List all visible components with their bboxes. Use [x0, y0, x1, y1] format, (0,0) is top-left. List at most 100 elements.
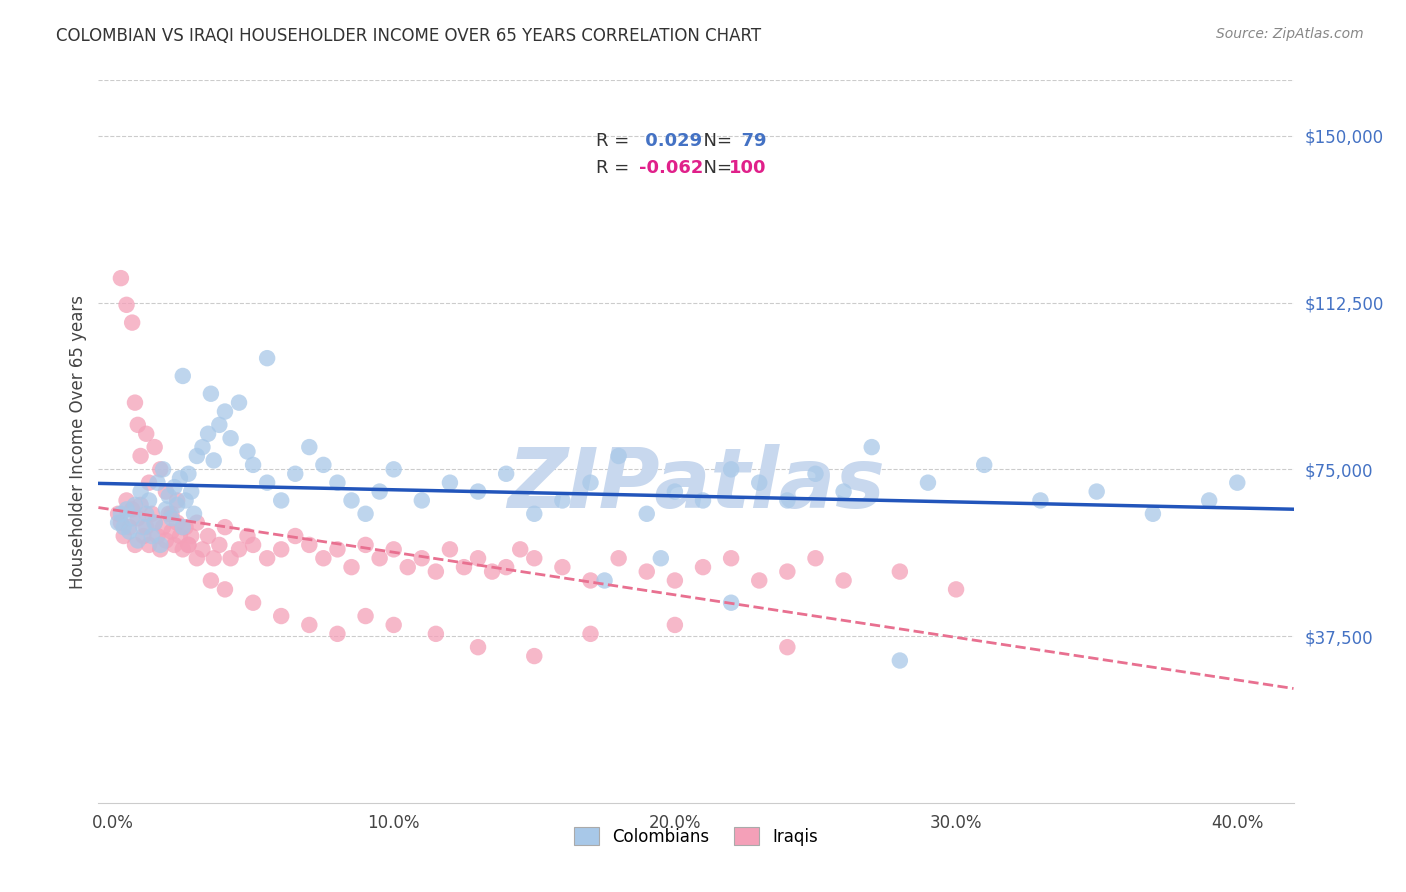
Point — [298, 538, 321, 552]
Point — [889, 653, 911, 667]
Point — [177, 538, 200, 552]
Point — [138, 493, 160, 508]
Text: N=: N= — [692, 132, 738, 150]
Point — [200, 574, 222, 588]
Point — [149, 542, 172, 557]
Point — [382, 462, 405, 476]
Point — [312, 458, 335, 472]
Point — [889, 565, 911, 579]
Point — [118, 520, 141, 534]
Point — [467, 484, 489, 499]
Point — [1085, 484, 1108, 499]
Point — [202, 453, 225, 467]
Point — [579, 627, 602, 641]
Point — [607, 449, 630, 463]
Point — [720, 462, 742, 476]
Point — [115, 502, 138, 516]
Point — [141, 529, 163, 543]
Point — [720, 551, 742, 566]
Point — [141, 507, 163, 521]
Point — [326, 627, 349, 641]
Point — [1142, 507, 1164, 521]
Point — [776, 640, 799, 655]
Point — [650, 551, 672, 566]
Text: R =: R = — [596, 160, 636, 178]
Point — [917, 475, 939, 490]
Point — [138, 475, 160, 490]
Text: N=: N= — [692, 160, 738, 178]
Point — [219, 431, 242, 445]
Point — [256, 551, 278, 566]
Point — [143, 516, 166, 530]
Point — [160, 507, 183, 521]
Point — [312, 551, 335, 566]
Text: R =: R = — [596, 132, 636, 150]
Point — [146, 529, 169, 543]
Point — [138, 538, 160, 552]
Point — [200, 386, 222, 401]
Point — [143, 516, 166, 530]
Point — [579, 475, 602, 490]
Point — [340, 560, 363, 574]
Point — [157, 489, 180, 503]
Text: COLOMBIAN VS IRAQI HOUSEHOLDER INCOME OVER 65 YEARS CORRELATION CHART: COLOMBIAN VS IRAQI HOUSEHOLDER INCOME OV… — [56, 27, 762, 45]
Point — [1029, 493, 1052, 508]
Point — [186, 551, 208, 566]
Point — [110, 271, 132, 285]
Point — [748, 475, 770, 490]
Point — [132, 520, 155, 534]
Point — [425, 565, 447, 579]
Point — [354, 507, 377, 521]
Point — [115, 298, 138, 312]
Point — [177, 467, 200, 481]
Point — [776, 493, 799, 508]
Point — [152, 520, 174, 534]
Point — [112, 520, 135, 534]
Point — [692, 493, 714, 508]
Point — [453, 560, 475, 574]
Point — [340, 493, 363, 508]
Point — [368, 551, 391, 566]
Point — [183, 507, 205, 521]
Point — [298, 618, 321, 632]
Point — [832, 484, 855, 499]
Text: Source: ZipAtlas.com: Source: ZipAtlas.com — [1216, 27, 1364, 41]
Point — [467, 551, 489, 566]
Point — [439, 542, 461, 557]
Point — [166, 493, 188, 508]
Point — [149, 538, 172, 552]
Point — [155, 533, 177, 548]
Point — [174, 493, 197, 508]
Point — [191, 542, 214, 557]
Point — [720, 596, 742, 610]
Point — [172, 368, 194, 383]
Point — [149, 462, 172, 476]
Point — [135, 426, 157, 441]
Point — [177, 538, 200, 552]
Point — [242, 596, 264, 610]
Point — [124, 498, 146, 512]
Point — [135, 520, 157, 534]
Point — [748, 574, 770, 588]
Point — [326, 542, 349, 557]
Point — [270, 609, 292, 624]
Point — [129, 449, 152, 463]
Point — [197, 426, 219, 441]
Point — [860, 440, 883, 454]
Point — [202, 551, 225, 566]
Point — [368, 484, 391, 499]
Point — [180, 484, 202, 499]
Point — [129, 484, 152, 499]
Point — [172, 520, 194, 534]
Point — [1226, 475, 1249, 490]
Point — [127, 417, 149, 432]
Point — [256, 351, 278, 366]
Point — [804, 551, 827, 566]
Point — [135, 507, 157, 521]
Point — [411, 493, 433, 508]
Point — [214, 404, 236, 418]
Point — [495, 467, 517, 481]
Point — [121, 502, 143, 516]
Point — [180, 529, 202, 543]
Point — [523, 551, 546, 566]
